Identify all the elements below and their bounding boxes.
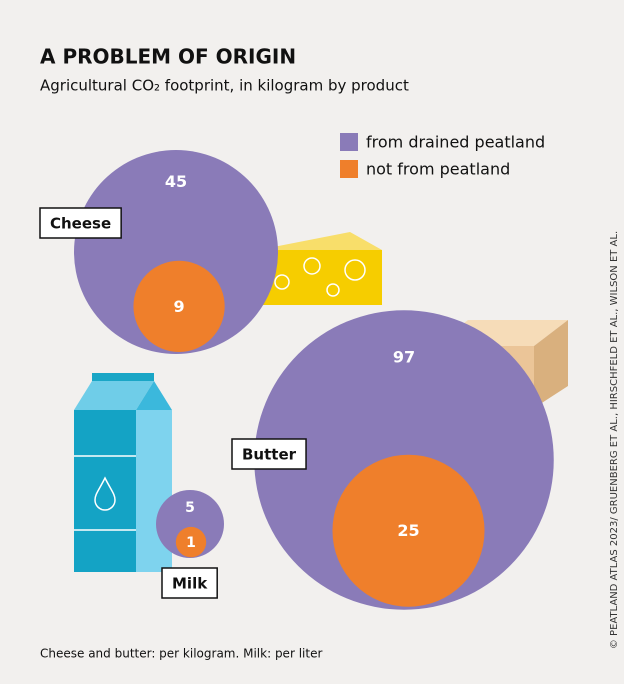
value-label: 1 bbox=[186, 535, 196, 551]
bubble-inner bbox=[133, 260, 225, 352]
source: © PEATLAND ATLAS 2023/ GRUENBERG ET AL.,… bbox=[609, 231, 620, 649]
category-label: Cheese bbox=[50, 215, 111, 233]
value-label: 97 bbox=[393, 348, 415, 367]
cheese-icon bbox=[258, 232, 382, 305]
value-label: 9 bbox=[173, 297, 184, 316]
legend-label: from drained peatland bbox=[366, 133, 545, 152]
chart-subtitle: Agricultural CO₂ footprint, in kilogram … bbox=[40, 77, 409, 95]
bubble-outer bbox=[156, 490, 224, 558]
chart-title: A PROBLEM OF ORIGIN bbox=[40, 45, 296, 69]
milk-icon bbox=[74, 373, 172, 572]
value-label: 5 bbox=[185, 500, 195, 516]
bubble-inner bbox=[175, 526, 207, 558]
legend-swatch bbox=[340, 160, 358, 178]
legend-label: not from peatland bbox=[366, 160, 510, 179]
category-label: Milk bbox=[172, 575, 208, 593]
footnote: Cheese and butter: per kilogram. Milk: p… bbox=[40, 647, 322, 661]
value-label: 25 bbox=[397, 521, 419, 540]
category-label-box bbox=[39, 207, 122, 239]
category-label: Butter bbox=[242, 446, 297, 464]
category-label-box bbox=[161, 567, 218, 599]
bubble-inner bbox=[332, 454, 485, 607]
value-label: 45 bbox=[165, 172, 187, 191]
legend-swatch bbox=[340, 133, 358, 151]
bubble-outer bbox=[74, 150, 278, 354]
category-label-box bbox=[231, 438, 307, 470]
